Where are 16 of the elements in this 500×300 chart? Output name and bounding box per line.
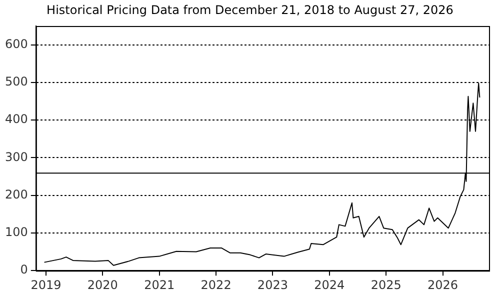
x-tick-label: 2019 bbox=[30, 278, 62, 292]
x-tick-label: 2022 bbox=[200, 278, 232, 292]
x-tick-label: 2026 bbox=[427, 278, 458, 292]
y-tick-label: 200 bbox=[5, 187, 28, 202]
y-tick-label: 100 bbox=[5, 225, 28, 240]
y-tick-label: 400 bbox=[5, 112, 28, 126]
x-tick-label: 2020 bbox=[87, 278, 118, 292]
x-tick-label: 2021 bbox=[144, 278, 175, 292]
x-tick-label: 2023 bbox=[257, 278, 288, 292]
y-tick-label: 300 bbox=[5, 150, 28, 164]
chart-title: Historical Pricing Data from December 21, 2018 to August 27, 2026 bbox=[46, 3, 454, 17]
x-tick-label: 2024 bbox=[314, 278, 345, 292]
y-tick-label: 600 bbox=[5, 36, 28, 51]
y-tick-label: 500 bbox=[5, 74, 28, 89]
x-tick-label: 2025 bbox=[370, 278, 402, 292]
y-tick-label: 0 bbox=[20, 262, 28, 277]
